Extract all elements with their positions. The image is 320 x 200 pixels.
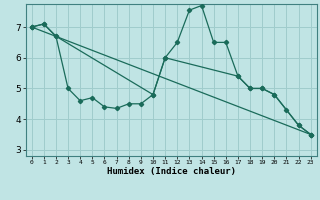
X-axis label: Humidex (Indice chaleur): Humidex (Indice chaleur) <box>107 167 236 176</box>
